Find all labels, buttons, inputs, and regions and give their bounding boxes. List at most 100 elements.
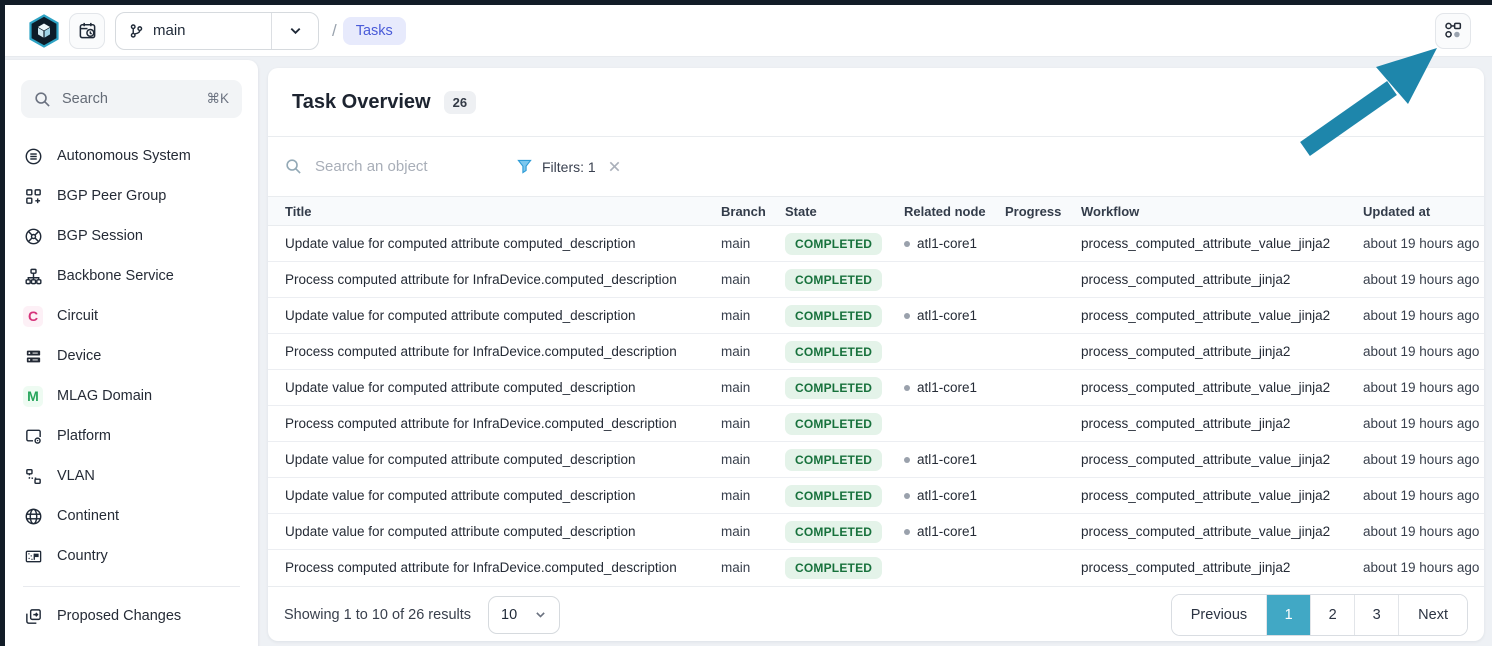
table-row[interactable]: Update value for computed attribute comp… [268, 514, 1484, 550]
table-row[interactable]: Update value for computed attribute comp… [268, 298, 1484, 334]
sidebar-item-backbone-service[interactable]: Backbone Service [5, 256, 258, 296]
cell-updated-at: about 19 hours ago [1355, 334, 1484, 370]
time-travel-button[interactable] [69, 13, 105, 49]
col-state: State [777, 197, 896, 226]
cell-updated-at: about 19 hours ago [1355, 226, 1484, 262]
state-badge: COMPLETED [785, 449, 882, 471]
cell-related-node: atl1-core1 [896, 442, 997, 478]
state-badge: COMPLETED [785, 413, 882, 435]
sidebar-item-autonomous-system[interactable]: Autonomous System [5, 136, 258, 176]
page-size-value: 10 [501, 607, 517, 623]
cell-branch: main [713, 478, 777, 514]
sidebar-item-bgp-peer-group[interactable]: BGP Peer Group [5, 176, 258, 216]
mlag-domain-letter-icon: M [23, 386, 43, 406]
breadcrumb-tasks[interactable]: Tasks [343, 17, 406, 45]
schema-diagram-icon [1444, 21, 1463, 40]
cell-title: Process computed attribute for InfraDevi… [268, 550, 713, 586]
sidebar-item-circuit[interactable]: C Circuit [5, 296, 258, 336]
sidebar-item-object-management[interactable]: Object Management [5, 636, 258, 646]
app-window: main / Tasks [0, 0, 1492, 646]
object-search-input[interactable] [313, 157, 483, 176]
page-1-button[interactable]: 1 [1266, 595, 1310, 635]
cell-workflow: process_computed_attribute_value_jinja2 [1073, 298, 1355, 334]
state-badge: COMPLETED [785, 269, 882, 291]
node-dot-icon [904, 529, 910, 535]
cell-title: Process computed attribute for InfraDevi… [268, 334, 713, 370]
table-body: Update value for computed attribute comp… [268, 226, 1484, 586]
filter-funnel-icon[interactable] [517, 159, 532, 175]
cell-state: COMPLETED [777, 334, 896, 370]
tasks-table: Title Branch State Related node Progress… [268, 196, 1484, 586]
schema-visualizer-button[interactable] [1435, 13, 1471, 49]
page-3-button[interactable]: 3 [1354, 595, 1398, 635]
cell-state: COMPLETED [777, 262, 896, 298]
cell-title: Update value for computed attribute comp… [268, 370, 713, 406]
sidebar-item-continent[interactable]: Continent [5, 496, 258, 536]
cell-related-node [896, 550, 997, 586]
cell-updated-at: about 19 hours ago [1355, 298, 1484, 334]
table-row[interactable]: Process computed attribute for InfraDevi… [268, 262, 1484, 298]
node-dot-icon [904, 493, 910, 499]
table-row[interactable]: Update value for computed attribute comp… [268, 442, 1484, 478]
sidebar-item-mlag-domain[interactable]: M MLAG Domain [5, 376, 258, 416]
calendar-clock-icon [78, 21, 97, 40]
cell-branch: main [713, 334, 777, 370]
sidebar-item-country[interactable]: Country [5, 536, 258, 576]
sidebar-item-vlan[interactable]: VLAN [5, 456, 258, 496]
page-2-button[interactable]: 2 [1310, 595, 1354, 635]
col-branch: Branch [713, 197, 777, 226]
cell-workflow: process_computed_attribute_value_jinja2 [1073, 478, 1355, 514]
state-badge: COMPLETED [785, 233, 882, 255]
branch-dropdown-toggle[interactable] [272, 13, 318, 49]
col-progress: Progress [997, 197, 1073, 226]
sidebar-search-shortcut: ⌘K [206, 91, 229, 107]
clear-filters-button[interactable] [606, 158, 623, 175]
table-row[interactable]: Process computed attribute for InfraDevi… [268, 550, 1484, 586]
window-top-edge [0, 0, 1492, 5]
results-summary: Showing 1 to 10 of 26 results [284, 607, 471, 623]
cell-related-node: atl1-core1 [896, 514, 997, 550]
page-size-select[interactable]: 10 [488, 596, 560, 634]
next-page-button[interactable]: Next [1398, 595, 1467, 635]
cell-workflow: process_computed_attribute_jinja2 [1073, 262, 1355, 298]
sidebar-item-device[interactable]: Device [5, 336, 258, 376]
branch-selector[interactable]: main [115, 12, 319, 50]
col-title: Title [268, 197, 713, 226]
cell-branch: main [713, 550, 777, 586]
cell-progress [997, 478, 1073, 514]
sidebar-item-platform[interactable]: Platform [5, 416, 258, 456]
sidebar-item-bgp-session[interactable]: BGP Session [5, 216, 258, 256]
sidebar-item-proposed-changes[interactable]: Proposed Changes [5, 596, 258, 636]
node-dot-icon [904, 385, 910, 391]
sidebar-item-label: VLAN [57, 468, 95, 484]
app-logo[interactable] [27, 13, 61, 49]
cell-state: COMPLETED [777, 226, 896, 262]
previous-page-button[interactable]: Previous [1172, 595, 1266, 635]
table-row[interactable]: Update value for computed attribute comp… [268, 478, 1484, 514]
cell-title: Update value for computed attribute comp… [268, 442, 713, 478]
table-row[interactable]: Process computed attribute for InfraDevi… [268, 406, 1484, 442]
cell-related-node: atl1-core1 [896, 370, 997, 406]
cell-progress [997, 550, 1073, 586]
table-row[interactable]: Process computed attribute for InfraDevi… [268, 334, 1484, 370]
related-node-name: atl1-core1 [917, 452, 977, 467]
cell-related-node [896, 262, 997, 298]
table-row[interactable]: Update value for computed attribute comp… [268, 226, 1484, 262]
object-search [285, 157, 503, 176]
cell-title: Process computed attribute for InfraDevi… [268, 262, 713, 298]
cell-workflow: process_computed_attribute_value_jinja2 [1073, 514, 1355, 550]
cell-state: COMPLETED [777, 550, 896, 586]
top-bar: main / Tasks [5, 5, 1492, 57]
country-map-icon [23, 546, 43, 566]
state-badge: COMPLETED [785, 557, 882, 579]
cell-branch: main [713, 226, 777, 262]
state-badge: COMPLETED [785, 521, 882, 543]
cell-state: COMPLETED [777, 406, 896, 442]
sidebar-search[interactable]: Search ⌘K [21, 80, 242, 118]
backbone-service-icon [23, 266, 43, 286]
filters-label[interactable]: Filters: 1 [542, 159, 596, 175]
cell-progress [997, 298, 1073, 334]
cell-related-node: atl1-core1 [896, 226, 997, 262]
cell-title: Update value for computed attribute comp… [268, 226, 713, 262]
table-row[interactable]: Update value for computed attribute comp… [268, 370, 1484, 406]
